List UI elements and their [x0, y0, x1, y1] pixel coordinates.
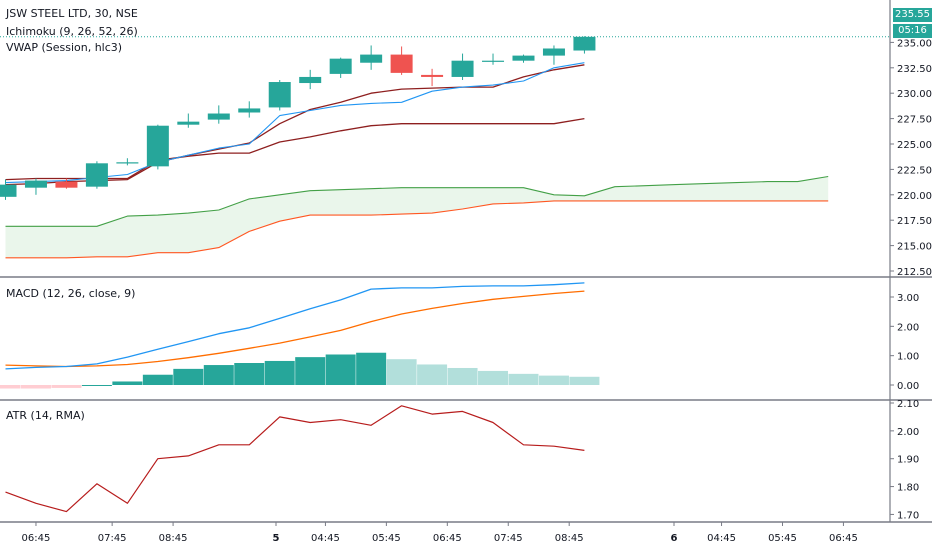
price-tick-label: 212.50 [897, 267, 932, 278]
atr-tick-label: 1.90 [897, 455, 919, 466]
time-tick-label: 6 [671, 533, 678, 544]
time-tick-label: 06:45 [22, 533, 51, 544]
macd-histogram-bar [264, 360, 295, 385]
macd-histogram-bar [417, 364, 448, 385]
candle-body [146, 125, 169, 167]
price-tick-label: 220.00 [897, 191, 932, 202]
macd-histogram-bar [112, 381, 143, 385]
macd-histogram-bar [508, 373, 539, 385]
candle-body [482, 60, 505, 62]
atr-tick-label: 1.80 [897, 483, 919, 494]
macd-histogram-bar [569, 376, 600, 385]
vwap-legend: VWAP (Session, hlc3) [6, 41, 123, 54]
candle-body [390, 54, 413, 73]
atr-line [5, 405, 585, 513]
candle-body [0, 184, 17, 197]
senkou-span-a-line [5, 175, 829, 227]
time-tick-label: 04:45 [707, 533, 736, 544]
candle-body [299, 76, 322, 84]
macd-tick-label: 1.00 [897, 352, 919, 363]
price-tick-label: 235.00 [897, 38, 932, 49]
candle-body [177, 121, 200, 125]
atr-tick-label: 1.70 [897, 510, 919, 521]
candle-body [421, 74, 444, 77]
senkou-span-b-line [5, 200, 829, 259]
candle-body [542, 48, 565, 56]
price-tick-label: 217.50 [897, 216, 932, 227]
macd-histogram-bar [173, 368, 204, 385]
candle-body [329, 58, 352, 74]
macd-histogram-bar [142, 374, 173, 385]
atr-tick-label: 2.10 [897, 399, 919, 410]
macd-line [5, 282, 585, 370]
macd-histogram-bar [0, 385, 21, 389]
time-tick-label: 08:45 [555, 533, 584, 544]
macd-histogram-bar [234, 363, 265, 385]
last-price-badge: 235.55 [893, 8, 932, 22]
macd-histogram-bar [386, 359, 417, 385]
candle-body [451, 60, 474, 77]
candle-body [55, 181, 78, 188]
time-tick-label: 06:45 [433, 533, 462, 544]
price-tick-label: 222.50 [897, 165, 932, 176]
candle-body [24, 180, 47, 188]
candle-body [360, 54, 383, 63]
macd-histogram-bar [51, 385, 82, 388]
macd-histogram-bar [538, 375, 569, 385]
price-tick-label: 230.00 [897, 89, 932, 100]
candle-body [512, 55, 535, 61]
macd-histogram-bar [356, 352, 387, 385]
time-tick-label: 06:45 [829, 533, 858, 544]
atr-title: ATR (14, RMA) [6, 409, 85, 422]
ichimoku-legend: Ichimoku (9, 26, 52, 26) [6, 25, 138, 38]
macd-title: MACD (12, 26, close, 9) [6, 287, 136, 300]
macd-histogram-bar [81, 385, 112, 386]
time-tick-label: 07:45 [98, 533, 127, 544]
price-tick-label: 225.00 [897, 140, 932, 151]
macd-tick-label: 0.00 [897, 381, 919, 392]
candle-body [238, 108, 261, 113]
candle-body [116, 162, 139, 164]
candle-body [573, 36, 596, 51]
time-tick-label: 05:45 [372, 533, 401, 544]
macd-histogram-bar [295, 357, 326, 385]
ichimoku-cloud [5, 176, 829, 258]
main-title: JSW STEEL LTD, 30, NSE [6, 7, 138, 20]
countdown-badge: 05:16 [893, 24, 932, 38]
time-tick-label: 07:45 [494, 533, 523, 544]
atr-tick-label: 2.00 [897, 427, 919, 438]
macd-histogram-bar [478, 370, 509, 385]
candle-body [268, 82, 291, 108]
candle-body [85, 163, 108, 187]
macd-histogram-bar [325, 354, 356, 385]
price-tick-label: 215.00 [897, 242, 932, 253]
macd-signal-line [5, 290, 585, 368]
time-tick-label: 5 [273, 533, 280, 544]
time-tick-label: 04:45 [311, 533, 340, 544]
candle-body [207, 113, 230, 120]
macd-histogram-bar [20, 385, 51, 389]
time-tick-label: 08:45 [159, 533, 188, 544]
price-tick-label: 227.50 [897, 115, 932, 126]
macd-histogram-bar [203, 365, 234, 385]
price-tick-label: 232.50 [897, 64, 932, 75]
macd-tick-label: 3.00 [897, 293, 919, 304]
macd-histogram-bar [447, 367, 478, 385]
macd-tick-label: 2.00 [897, 322, 919, 333]
time-tick-label: 05:45 [768, 533, 797, 544]
